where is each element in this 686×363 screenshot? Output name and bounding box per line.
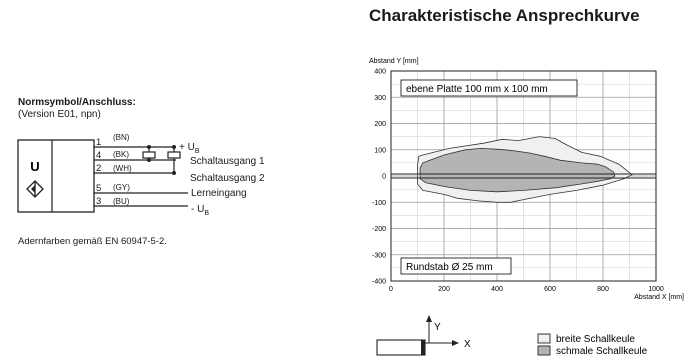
pin-label-output-1: Schaltausgang 1: [190, 156, 265, 167]
y-tick-label: -400: [372, 279, 386, 286]
junction-dot: [147, 145, 151, 149]
y-tick-label: 200: [374, 121, 386, 128]
wire-color-label: (WH): [113, 164, 132, 173]
y-tick-label: -200: [372, 226, 386, 233]
legend-axis-y: Y: [434, 322, 441, 333]
legend-swatch-broad: [537, 333, 551, 344]
response-curve-chart: Abstand Y [mm] 4003002001000-100-200-300…: [369, 58, 684, 301]
pin-label-output-2: Schaltausgang 2: [190, 173, 265, 184]
pin-number: 1: [96, 137, 101, 148]
wire-color-note: Adernfarben gemäß EN 60947-5-2.: [18, 236, 167, 247]
legend-swatch-narrow: [537, 345, 551, 356]
pin-number: 3: [96, 196, 101, 207]
legend-label-narrow: schmale Schallkeule: [556, 346, 648, 357]
legend-axis-x: X: [464, 339, 471, 350]
x-tick-label: 0: [389, 286, 393, 293]
x-tick-label: 400: [491, 286, 503, 293]
annotation-plate: ebene Platte 100 mm x 100 mm: [406, 84, 548, 95]
wire-color-label: (BN): [113, 133, 130, 142]
y-axis-label: Abstand Y [mm]: [369, 58, 419, 65]
y-tick-label: 400: [374, 69, 386, 76]
plot-frame: [390, 70, 657, 282]
pin-label-teach-input: Lerneingang: [191, 188, 247, 199]
x-tick-label: 800: [597, 286, 609, 293]
wire-color-label: (BU): [113, 197, 130, 206]
sensor-letter: U: [30, 159, 39, 174]
sensor-orientation-icon: [376, 315, 459, 356]
junction-dot: [172, 145, 176, 149]
wire-color-label: (GY): [113, 183, 130, 192]
x-tick-labels: 0 200 400 600 800 1000: [389, 286, 664, 293]
chart-centerline: [391, 173, 656, 179]
page-title: Charakteristische Ansprechkurve: [369, 6, 640, 25]
legend-label-broad: breite Schallkeule: [556, 334, 635, 345]
sensor-housing: [17, 139, 95, 213]
x-tick-label: 200: [438, 286, 450, 293]
x-tick-label: 1000: [648, 286, 664, 293]
connection-subtitle: (Version E01, npn): [18, 109, 101, 120]
wire-color-label: (BK): [113, 150, 129, 159]
y-tick-labels: 400 300 200 100 0 -100 -200 -300 -400: [372, 69, 386, 286]
legend: Y X breite Schallkeule schmale Schallkeu…: [376, 315, 648, 357]
y-tick-label: 0: [382, 174, 386, 181]
pin-number: 2: [96, 163, 101, 174]
annotation-box-rod: [400, 257, 512, 275]
connection-title: Normsymbol/Anschluss:: [18, 97, 136, 108]
load-resistor-2: [167, 151, 181, 159]
pin-label-supply-minus: - UB: [191, 204, 209, 217]
junction-dot: [147, 158, 151, 162]
y-tick-label: -100: [372, 200, 386, 207]
chart-areas: [417, 136, 633, 203]
load-resistor-1: [142, 151, 156, 159]
pin-number: 4: [96, 150, 101, 161]
pin-label-supply-plus: + UB: [179, 142, 200, 155]
annotation-rod: Rundstab Ø 25 mm: [406, 262, 493, 273]
y-tick-label: 300: [374, 95, 386, 102]
diamond-sensor-icon: [26, 180, 44, 198]
x-tick-label: 600: [544, 286, 556, 293]
x-axis-label: Abstand X [mm]: [634, 294, 684, 301]
y-tick-label: 100: [374, 147, 386, 154]
annotation-box-plate: [400, 79, 578, 97]
y-tick-label: -300: [372, 252, 386, 259]
junction-dot: [172, 171, 176, 175]
pin-number: 5: [96, 183, 101, 194]
